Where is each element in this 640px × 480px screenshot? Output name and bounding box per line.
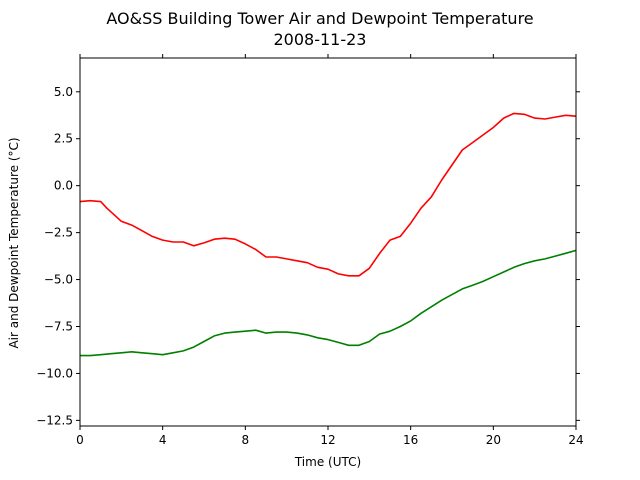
- x-tick-label: 16: [403, 433, 418, 447]
- chart-subtitle: 2008-11-23: [274, 30, 367, 49]
- y-tick-label: −5.0: [44, 273, 73, 287]
- y-tick-label: 5.0: [54, 85, 73, 99]
- x-tick-label: 4: [159, 433, 167, 447]
- y-axis-label: Air and Dewpoint Temperature (°C): [7, 137, 21, 348]
- x-axis-label: Time (UTC): [294, 455, 361, 469]
- y-tick-label: −12.5: [36, 413, 73, 427]
- x-tick-label: 12: [320, 433, 335, 447]
- y-tick-label: 2.5: [54, 132, 73, 146]
- y-tick-label: −7.5: [44, 319, 73, 333]
- y-tick-label: 0.0: [54, 179, 73, 193]
- chart-title: AO&SS Building Tower Air and Dewpoint Te…: [106, 9, 533, 28]
- x-tick-label: 20: [486, 433, 501, 447]
- x-tick-label: 0: [76, 433, 84, 447]
- y-tick-label: −2.5: [44, 226, 73, 240]
- y-tick-label: −10.0: [36, 366, 73, 380]
- x-tick-label: 24: [568, 433, 583, 447]
- x-tick-label: 8: [242, 433, 250, 447]
